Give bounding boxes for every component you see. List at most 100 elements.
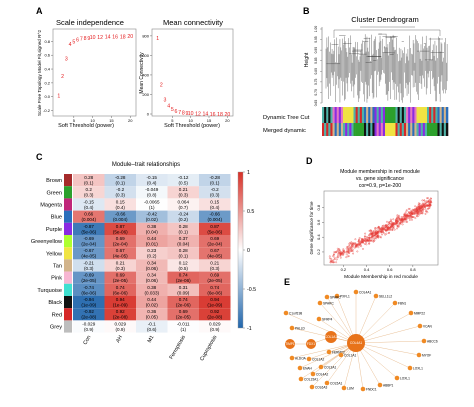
module-color-segment — [380, 107, 384, 123]
gene-point — [425, 210, 428, 213]
module-color-segment — [351, 107, 354, 123]
colorbar-gradient — [237, 171, 244, 329]
module-swatch — [64, 308, 72, 321]
cell-correlation: 0.23 — [147, 248, 156, 253]
heatmap-cell — [136, 283, 168, 296]
heatmap-cell — [73, 296, 105, 309]
module-color-segment — [393, 107, 396, 123]
power-point-label: 20 — [224, 112, 230, 118]
gene-point — [414, 217, 417, 219]
gene-point — [384, 224, 387, 227]
gene-point — [356, 243, 359, 246]
module-swatch — [64, 222, 72, 235]
xtick-label: 15 — [109, 118, 114, 123]
gene-point — [367, 239, 370, 242]
gene-point — [372, 232, 375, 235]
gene-point — [354, 242, 357, 244]
gene-point — [414, 205, 417, 208]
gene-node-label: FNDC1 — [366, 387, 377, 391]
cell-correlation: 0.029 — [209, 321, 221, 326]
network-nodes: PXFL1 COL4A1 SELL1L2 FBN1 MMP22 VCAN ABCC6 MYOF… — [283, 289, 438, 392]
gene-point — [363, 237, 366, 240]
cell-correlation: -0.24 — [178, 212, 189, 217]
gene-point — [400, 216, 403, 218]
cell-correlation: -0.12 — [178, 175, 189, 180]
module-color-segment — [391, 123, 394, 136]
cell-correlation: 0.37 — [179, 236, 188, 241]
heatmap-cell — [73, 222, 105, 235]
gene-node — [392, 300, 398, 306]
gene-node-label: COL4A1 — [359, 290, 371, 294]
gene-point — [396, 227, 398, 230]
network-edge — [355, 312, 412, 344]
gene-point — [380, 226, 383, 229]
gene-point — [360, 238, 363, 241]
module-color-segment — [328, 123, 331, 136]
gene-point — [392, 225, 394, 228]
module-row-label: Red — [52, 312, 62, 318]
gene-point — [378, 226, 380, 229]
ytick-label: 600 — [142, 53, 149, 58]
heatmap-cell — [104, 271, 136, 284]
ytick-label: 200 — [142, 92, 149, 97]
module-color-segment — [445, 107, 449, 123]
heatmap-cell — [73, 283, 105, 296]
module-color-segment — [366, 107, 369, 123]
module-color-segment — [338, 123, 342, 136]
module-swatch — [64, 271, 72, 284]
cell-pvalue: (0.033) — [144, 290, 159, 295]
cell-pvalue: (5e-06) — [207, 229, 222, 234]
gene-point — [421, 199, 424, 202]
cell-correlation: 0.34 — [147, 260, 156, 265]
cell-pvalue: (2e-05) — [176, 315, 191, 320]
gene-point — [333, 256, 336, 259]
gene-point — [426, 204, 429, 207]
gene-point — [410, 217, 412, 219]
gene-point — [419, 208, 421, 211]
network-edge — [291, 342, 357, 359]
module-color-segment — [372, 107, 375, 123]
module-color-segment — [355, 107, 358, 123]
heatmap-cell — [167, 259, 199, 272]
cell-correlation: 0.74 — [179, 297, 188, 302]
gene-point — [420, 210, 423, 212]
gene-point — [373, 238, 375, 240]
ytick-label: 0.4 — [316, 234, 321, 240]
heatmap-title: Module–trait relationships — [112, 162, 180, 168]
module-color-segment — [345, 107, 348, 123]
colorbar-tick-label: -1 — [247, 326, 252, 332]
gene-point — [414, 211, 417, 213]
gene-point — [336, 249, 339, 252]
heatmap-cell — [167, 186, 199, 199]
cell-pvalue: (0.7) — [179, 205, 189, 210]
gene-node — [421, 338, 427, 344]
module-color-segment — [332, 107, 335, 123]
cell-correlation: 0.34 — [147, 273, 156, 278]
gene-point — [376, 229, 379, 232]
cell-pvalue: (0.9) — [84, 327, 94, 332]
gene-node — [341, 385, 347, 391]
gene-point — [421, 205, 423, 208]
gene-point — [408, 211, 411, 214]
cell-correlation: 0.74 — [116, 285, 125, 290]
gene-point — [387, 226, 390, 229]
cell-pvalue: (0.2) — [179, 217, 189, 222]
gene-point — [415, 212, 418, 215]
network-edge — [311, 342, 357, 388]
gene-point — [397, 217, 400, 220]
mean-connectivity-frame — [151, 28, 234, 117]
ytick-label: 400 — [142, 72, 149, 77]
network-edge — [299, 342, 357, 369]
gene-node — [309, 384, 315, 390]
gene-point — [422, 208, 424, 211]
gene-point — [337, 254, 339, 257]
gene-node — [317, 300, 323, 306]
gene-point — [388, 231, 390, 234]
module-color-segment — [412, 107, 415, 123]
gene-point — [424, 213, 427, 215]
module-color-segment — [347, 107, 350, 123]
module-color-segment — [389, 107, 392, 123]
gene-node-label: ENAH — [303, 366, 313, 370]
scale-independence-ylabel: Scale Free Topology Model Fit,signed R^2 — [37, 30, 42, 117]
